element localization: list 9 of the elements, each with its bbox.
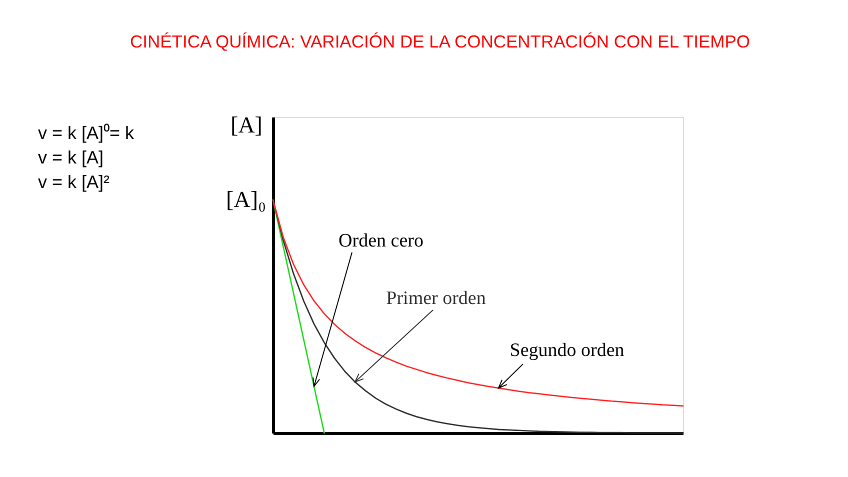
text: Primer orden — [386, 288, 486, 309]
series-label: Segundo orden — [510, 340, 625, 362]
text: v = k [A] — [38, 148, 104, 168]
text: v = k [A]² — [38, 172, 110, 192]
chart-title: CINÉTICA QUÍMICA: VARIACIÓN DE LA CONCENTRACIÓN CON EL TIEMPO — [130, 32, 750, 52]
text: v = k [A]⁰= k — [38, 123, 136, 143]
text: Orden cero — [338, 230, 424, 252]
text: [A]₀ — [226, 186, 266, 212]
y-axis-title: [A] — [230, 112, 262, 138]
